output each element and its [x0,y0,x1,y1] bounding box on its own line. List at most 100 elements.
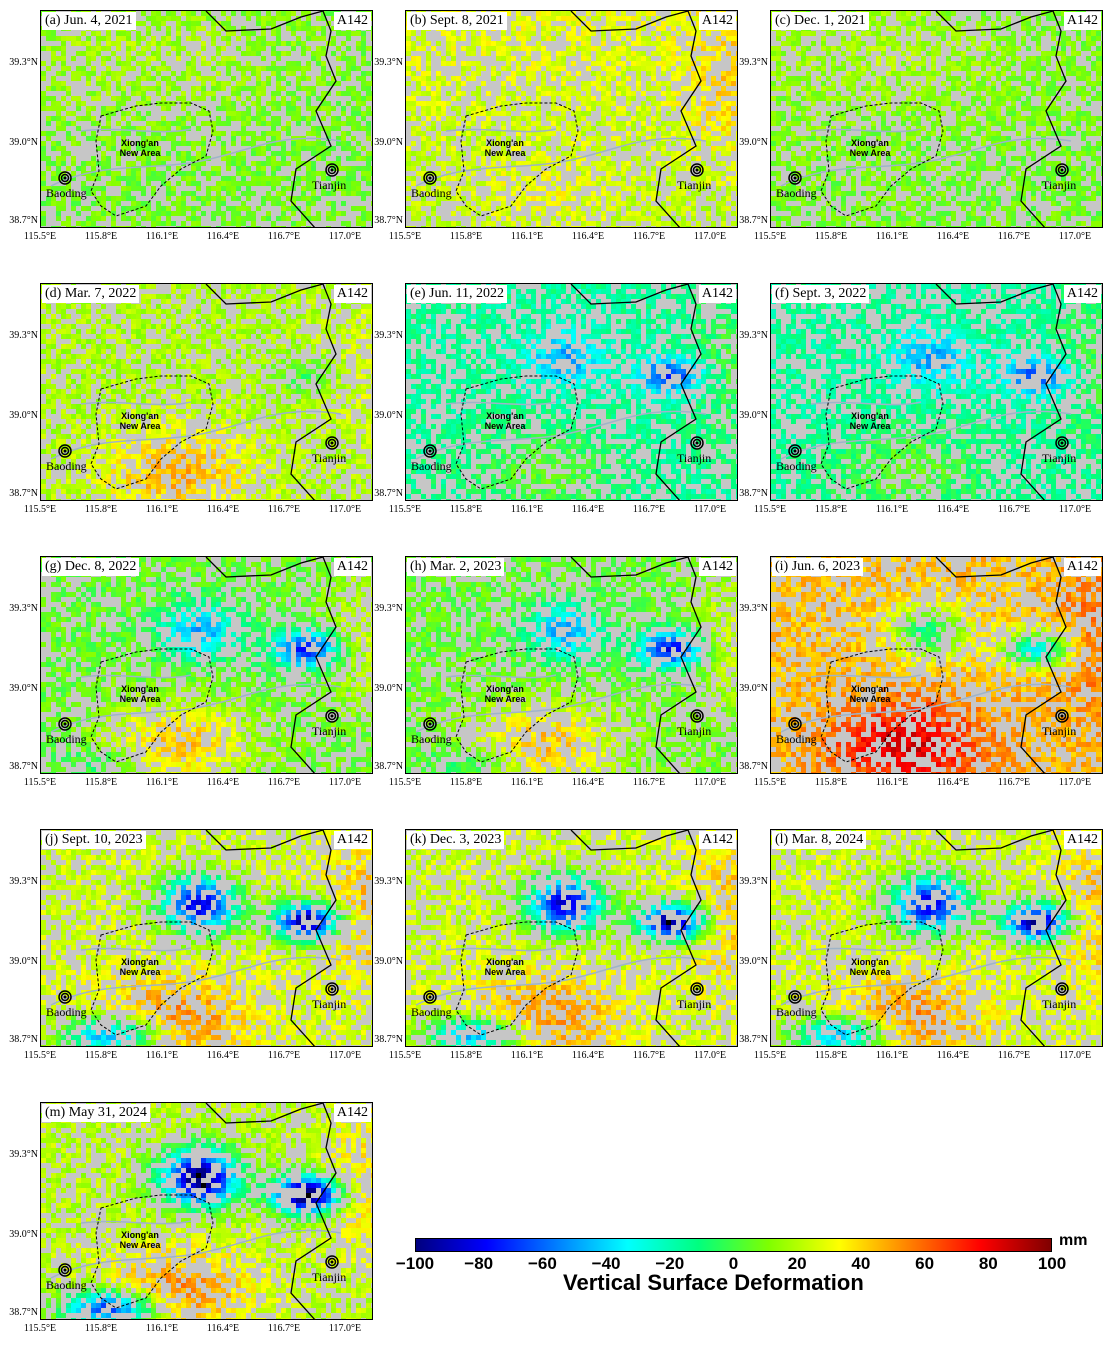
province-border [570,557,702,773]
river-line [50,128,342,187]
deformation-map-panel: (j) Sept. 10, 2023 A142 Baoding Tianjin Xion… [9,829,373,1061]
latitude-tick: 38.7°N [728,488,768,500]
colorbar-tick: −80 [454,1254,504,1274]
latitude-tick: 38.7°N [0,215,38,227]
tianjin-marker-icon [1055,163,1069,177]
longitude-tick: 115.8°E [806,231,856,243]
panel-date-label: (c) Dec. 1, 2021 [772,12,869,30]
longitude-tick: 115.8°E [806,504,856,516]
xiongan-boundary [820,648,944,763]
longitude-tick: 117.0°E [1050,504,1100,516]
xiongan-label: Xiong'an New Area [475,138,535,158]
track-label: A142 [698,12,736,30]
deformation-map-panel: (h) Mar. 2, 2023 A142 Baoding Tianjin Xiong'… [374,556,738,788]
longitude-tick: 116.1°E [867,777,917,789]
longitude-tick: 115.8°E [76,231,126,243]
city-label-tianjin: Tianjin [312,998,346,1011]
latitude-tick: 39.3°N [728,57,768,69]
province-border [205,830,337,1046]
longitude-tick: 116.4°E [198,504,248,516]
track-label: A142 [1063,831,1101,849]
city-label-baoding: Baoding [46,460,87,473]
longitude-tick: 116.1°E [867,504,917,516]
colorbar-unit: mm [1059,1232,1087,1250]
deformation-pixels [406,557,737,773]
tianjin-marker-icon [690,163,704,177]
river-line [415,401,707,460]
xiongan-boundary [90,102,214,217]
longitude-tick: 117.0°E [1050,777,1100,789]
baoding-marker-icon [788,717,802,731]
latitude-tick: 39.0°N [728,956,768,968]
latitude-tick: 39.3°N [363,876,403,888]
latitude-tick: 39.3°N [728,603,768,615]
city-label-tianjin: Tianjin [1042,179,1076,192]
colorbar-tick: −100 [390,1254,440,1274]
river-line [50,1220,342,1279]
latitude-tick: 38.7°N [363,761,403,773]
longitude-tick: 115.5°E [15,1050,65,1062]
longitude-tick: 115.5°E [745,504,795,516]
longitude-tick: 115.5°E [380,231,430,243]
xiongan-boundary [90,375,214,490]
longitude-tick: 116.4°E [198,231,248,243]
longitude-tick: 117.0°E [320,231,370,243]
river-line [415,674,707,733]
longitude-tick: 117.0°E [320,1050,370,1062]
deformation-map-panel: (d) Mar. 7, 2022 A142 Baoding Tianjin Xiong'… [9,283,373,515]
longitude-tick: 116.7°E [259,504,309,516]
xiongan-label: Xiong'an New Area [475,957,535,977]
deformation-pixels [41,1103,372,1319]
baoding-marker-icon [423,171,437,185]
baoding-marker-icon [423,990,437,1004]
longitude-tick: 116.4°E [928,231,978,243]
xiongan-boundary [455,375,579,490]
longitude-tick: 115.5°E [380,777,430,789]
latitude-tick: 39.0°N [363,956,403,968]
track-label: A142 [1063,285,1101,303]
province-border [935,830,1067,1046]
city-label-tianjin: Tianjin [312,725,346,738]
river-line [50,947,342,1006]
tianjin-marker-icon [690,709,704,723]
longitude-tick: 115.8°E [76,504,126,516]
latitude-tick: 39.0°N [363,137,403,149]
river-line [780,947,1072,1006]
panel-date-label: (h) Mar. 2, 2023 [407,558,505,576]
colorbar-tick: 40 [836,1254,886,1274]
map-frame [770,556,1103,774]
deformation-map-panel: (g) Dec. 8, 2022 A142 Baoding Tianjin Xiong'… [9,556,373,788]
deformation-map-panel: (c) Dec. 1, 2021 A142 Baoding Tianjin Xiong'… [739,10,1103,242]
latitude-tick: 38.7°N [728,761,768,773]
latitude-tick: 39.0°N [728,683,768,695]
city-label-tianjin: Tianjin [312,179,346,192]
panel-date-label: (m) May 31, 2024 [42,1104,150,1122]
longitude-tick: 116.7°E [259,777,309,789]
longitude-tick: 116.7°E [259,231,309,243]
longitude-tick: 116.1°E [137,777,187,789]
city-label-baoding: Baoding [46,1006,87,1019]
track-label: A142 [698,558,736,576]
longitude-tick: 116.4°E [563,231,613,243]
colorbar-tick: 80 [963,1254,1013,1274]
latitude-tick: 38.7°N [363,488,403,500]
longitude-tick: 115.5°E [380,1050,430,1062]
map-frame [40,1102,373,1320]
latitude-tick: 39.0°N [0,683,38,695]
deformation-map [41,830,372,1046]
city-label-tianjin: Tianjin [677,179,711,192]
track-label: A142 [698,831,736,849]
city-label-baoding: Baoding [411,1006,452,1019]
map-frame [40,283,373,501]
xiongan-boundary [455,102,579,217]
tianjin-marker-icon [1055,982,1069,996]
tianjin-marker-icon [325,982,339,996]
river-line [780,128,1072,187]
panel-date-label: (f) Sept. 3, 2022 [772,285,870,303]
map-frame [405,283,738,501]
longitude-tick: 115.8°E [441,777,491,789]
deformation-map [41,1103,372,1319]
baoding-marker-icon [58,717,72,731]
panel-date-label: (g) Dec. 8, 2022 [42,558,140,576]
longitude-tick: 116.7°E [624,504,674,516]
